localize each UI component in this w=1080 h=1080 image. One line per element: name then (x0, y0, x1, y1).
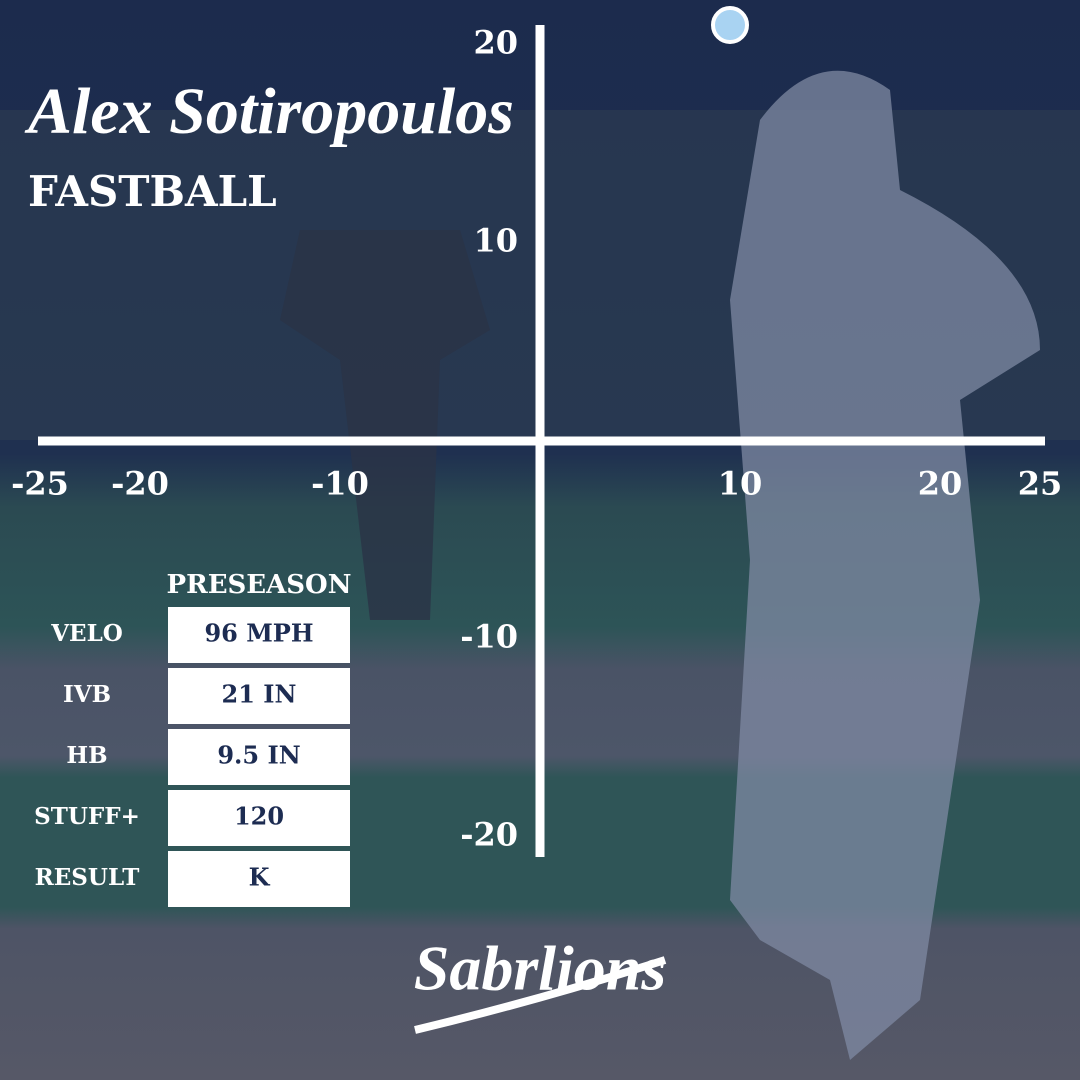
table-header: PRESEASON (167, 570, 352, 600)
value-cell (168, 607, 350, 663)
pitch-type: FASTBALL (28, 167, 277, 216)
row-label: HB (66, 742, 107, 769)
value-cell (168, 790, 350, 846)
y-tick-label: -10 (460, 618, 518, 656)
x-tick-label: -20 (111, 465, 169, 503)
pitcher-silhouette (730, 70, 1040, 1060)
brand: Sabrlions (414, 933, 667, 1004)
value-cell (168, 729, 350, 785)
umpire-silhouette (280, 230, 490, 620)
row-value: 21 IN (222, 680, 297, 709)
row-label: VELO (50, 620, 123, 647)
row-value: K (249, 863, 271, 892)
value-cell (168, 851, 350, 907)
x-tick-label: 10 (718, 465, 763, 503)
y-tick-label: 20 (473, 23, 518, 61)
row-label: STUFF+ (34, 803, 140, 830)
y-tick-label: -20 (460, 816, 518, 854)
row-label: RESULT (35, 864, 140, 891)
x-tick-label: -10 (311, 465, 369, 503)
row-value: 120 (234, 802, 284, 831)
brand-swoosh (414, 956, 667, 1034)
x-tick-label: 20 (918, 465, 963, 503)
chart-layer: -25 -20 -10 10 20 25 -20 -10 10 20 (11, 6, 1063, 854)
y-tick-label: 10 (473, 221, 518, 259)
row-value: 96 MPH (204, 619, 313, 648)
row-label: IVB (63, 681, 111, 708)
player-name: Alex Sotiropoulos (24, 75, 514, 148)
x-tick-label: 25 (1018, 465, 1063, 503)
value-cell (168, 668, 350, 724)
row-value: 9.5 IN (217, 741, 300, 770)
x-tick-label: -25 (11, 465, 69, 503)
pitch-point (711, 6, 749, 44)
stats-table: VELO 96 MPH IVB 21 IN HB 9.5 IN STUFF+ 120 RESUL… (34, 607, 350, 907)
